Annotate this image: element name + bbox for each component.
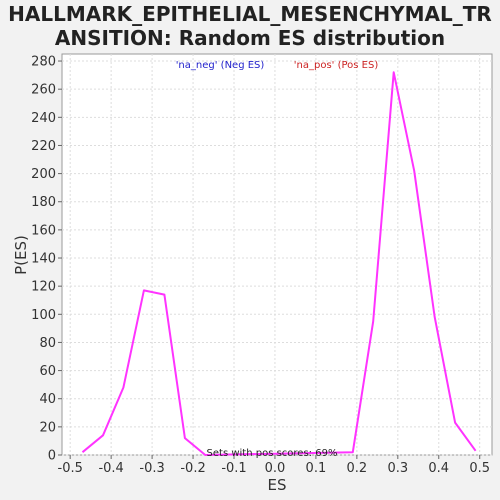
pos-scores-annotation: Sets with pos scores: 69% (207, 448, 338, 459)
x-tick-label: 0.1 (306, 461, 327, 476)
plot-area (62, 54, 492, 455)
x-tick-label: 0.4 (428, 461, 449, 476)
y-tick-label: 120 (31, 280, 56, 295)
x-tick-label: -0.2 (180, 461, 205, 476)
y-axis-label: P(ES) (12, 235, 30, 275)
y-tick-label: 220 (31, 139, 56, 154)
legend-neg-es: 'na_neg' (Neg ES) (176, 60, 265, 71)
y-tick-label: 20 (39, 420, 56, 435)
y-tick-label: 240 (31, 111, 56, 126)
x-tick-label: 0.0 (265, 461, 286, 476)
y-tick-label: 100 (31, 308, 56, 323)
y-tick-label: 140 (31, 252, 56, 267)
y-tick-label: 200 (31, 167, 56, 182)
y-tick-label: 40 (39, 392, 56, 407)
y-tick-label: 80 (39, 336, 56, 351)
y-tick-label: 280 (31, 55, 56, 70)
x-tick-label: -0.4 (98, 461, 123, 476)
x-tick-label: -0.1 (221, 461, 246, 476)
y-tick-label: 260 (31, 83, 56, 98)
x-tick-label: -0.3 (139, 461, 164, 476)
y-tick-label: 60 (39, 364, 56, 379)
y-axis-ticks: 0 20 40 60 80 100 120 140 160 180 200 220 240 260 280 (31, 55, 62, 464)
x-tick-label: 0.3 (387, 461, 408, 476)
x-tick-label: 0.5 (469, 461, 490, 476)
y-tick-label: 180 (31, 195, 56, 210)
x-tick-label: 0.2 (347, 461, 368, 476)
legend-pos-es: 'na_pos' (Pos ES) (294, 60, 379, 71)
x-axis-label: ES (268, 476, 287, 494)
x-tick-label: -0.5 (58, 461, 83, 476)
y-tick-label: 0 (48, 449, 56, 464)
y-tick-label: 160 (31, 223, 56, 238)
